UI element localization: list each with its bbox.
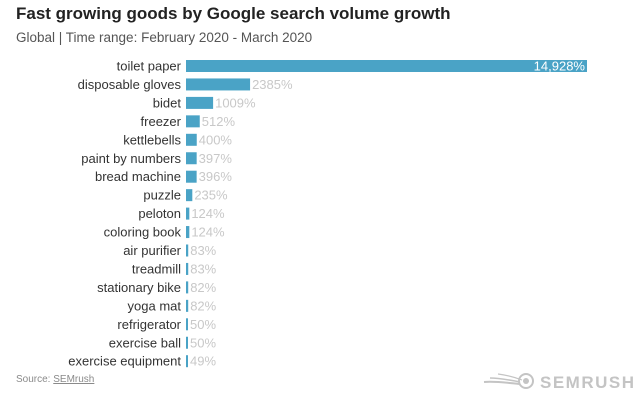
source-prefix: Source: [16,374,54,385]
bar [186,355,188,368]
category-label: air purifier [123,243,181,258]
bar [186,170,197,183]
category-label: toilet paper [117,59,182,74]
bar [186,152,197,165]
source-note: Source: SEMrush [16,374,94,385]
category-label: kettlebells [123,132,181,147]
value-label: 400% [199,132,233,147]
value-label: 1009% [215,95,256,110]
category-label: stationary bike [97,280,181,295]
bar [186,281,189,294]
category-label: bread machine [95,169,181,184]
value-label: 2385% [252,77,293,92]
value-label: 82% [190,280,216,295]
bar [186,244,189,257]
category-label: paint by numbers [81,151,181,166]
bar [186,262,189,275]
value-label: 83% [190,261,216,276]
category-label: yoga mat [128,298,182,313]
category-label: disposable gloves [78,77,182,92]
category-label: refrigerator [117,317,181,332]
bar [186,115,200,128]
bar [186,318,188,331]
value-label: 397% [199,151,233,166]
value-label: 50% [190,317,216,332]
category-label: treadmill [132,261,181,276]
category-label: coloring book [104,225,182,240]
semrush-wordmark: SEMRUSH [540,372,636,392]
value-label: 512% [202,114,236,129]
chart-subtitle: Global | Time range: February 2020 - Mar… [16,30,313,45]
category-label: exercise ball [109,335,181,350]
bar [186,299,189,312]
chart-title: Fast growing goods by Google search volu… [16,4,451,23]
source-link[interactable]: SEMrush [53,374,95,385]
value-label: 82% [190,298,216,313]
bar [186,60,587,72]
bar [186,207,190,220]
value-label: 235% [194,188,228,203]
value-label: 124% [191,206,225,221]
bar [186,133,197,146]
bar [186,336,188,349]
value-label: 49% [190,354,216,369]
semrush-logo: SEMRUSH [482,370,636,395]
bar [186,78,251,91]
value-label: 50% [190,335,216,350]
category-label: bidet [153,95,182,110]
bar [186,96,214,109]
bar [186,189,193,202]
value-label: 124% [191,225,225,240]
category-label: puzzle [143,188,181,203]
value-label: 14,928% [534,59,586,74]
bar [186,226,190,239]
value-label: 83% [190,243,216,258]
category-label: peloton [138,206,181,221]
category-label: freezer [141,114,182,129]
semrush-fireball-icon [482,370,536,395]
category-label: exercise equipment [68,354,181,369]
value-label: 396% [199,169,233,184]
